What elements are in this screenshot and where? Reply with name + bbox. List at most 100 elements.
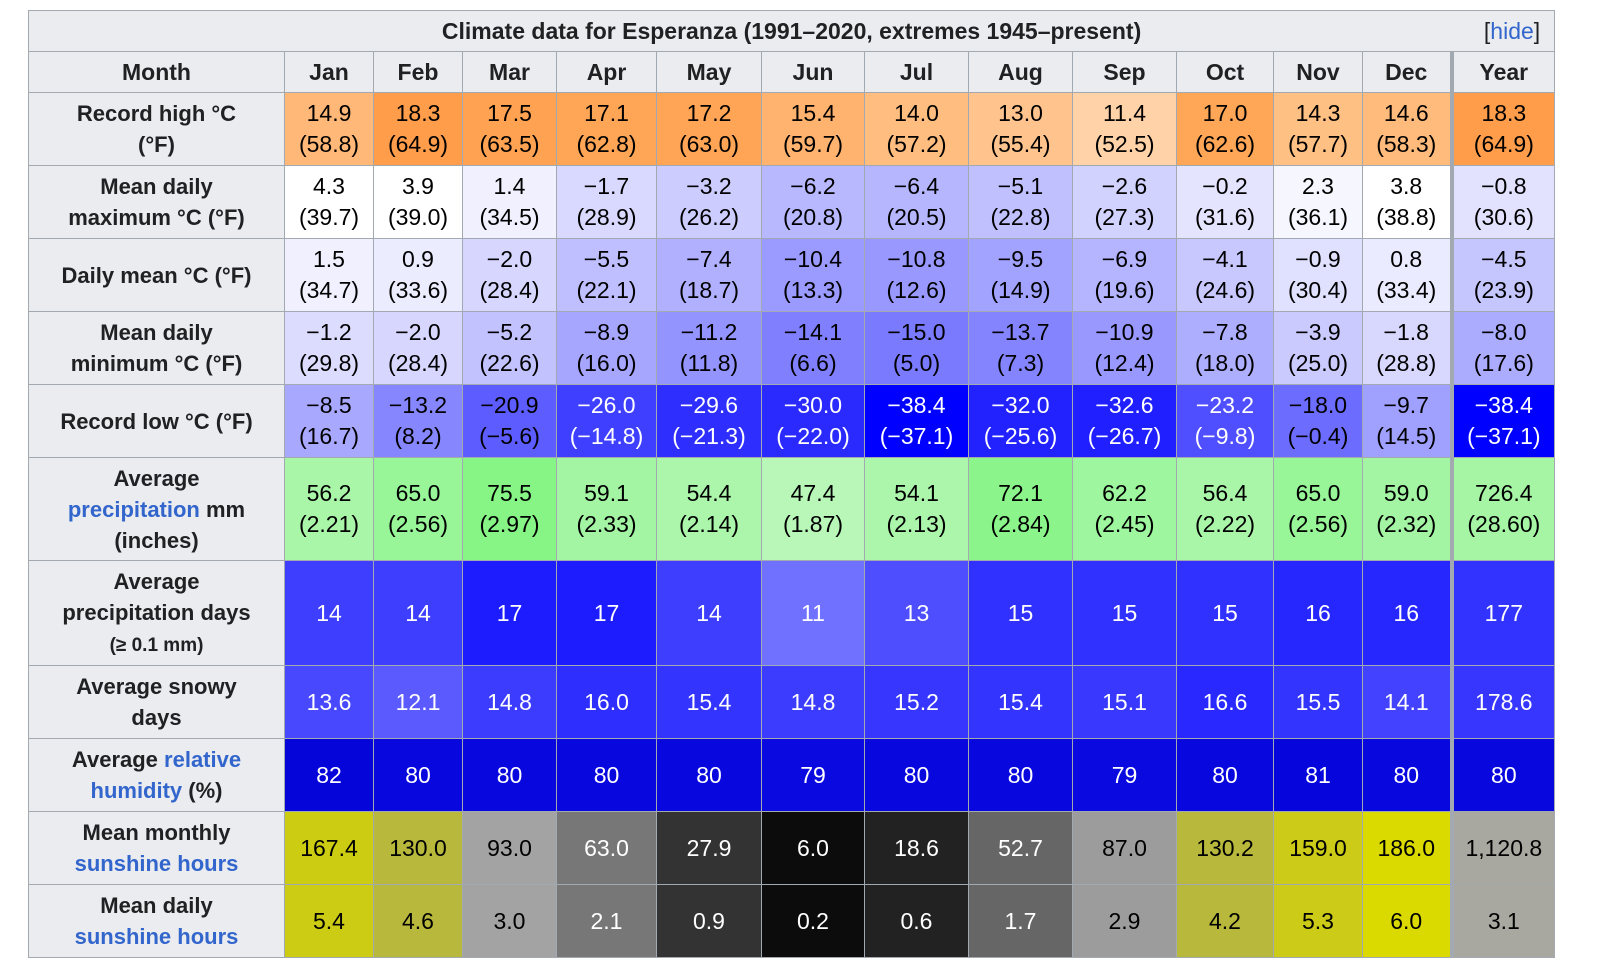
cell-value: 52.7 (998, 834, 1043, 861)
cell-mean-max-sep: −2.6 (27.3) (1072, 165, 1177, 239)
cell-value: 17 (593, 599, 620, 626)
cell-mean-max-year: −0.8 (30.6) (1449, 165, 1556, 239)
row-label-record-high: Record high °C (°F) (28, 92, 285, 166)
cell-value: 82 (316, 761, 342, 788)
cell-value-fahrenheit: (−22.0) (776, 423, 850, 449)
cell-value: 59.0 (1383, 480, 1429, 506)
label-link-relative[interactable]: relative (164, 747, 242, 772)
cell-monthly-sunshine-may: 27.9 (656, 811, 762, 885)
cell-mean-min-dec: −1.8 (28.8) (1362, 311, 1452, 385)
cell-daily-mean-dec: 0.8 (33.4) (1362, 238, 1452, 312)
cell-value: −5.1 (997, 173, 1044, 199)
label-link-precipitation[interactable]: precipitation (67, 496, 200, 522)
cell-value: 177 (1484, 599, 1524, 626)
cell-value-fahrenheit: (28.60) (1467, 511, 1541, 537)
cell-value: 14 (405, 599, 431, 626)
cell-value: −11.2 (680, 319, 738, 345)
label-link-sunshine-hours[interactable]: sunshine hours (74, 924, 239, 949)
cell-mean-max-nov: 2.3 (36.1) (1273, 165, 1363, 239)
cell-value: 80 (496, 761, 523, 788)
cell-mean-max-may: −3.2 (26.2) (656, 165, 762, 239)
cell-value: 16.0 (584, 688, 629, 715)
cell-value-fahrenheit: (2.13) (886, 511, 947, 537)
cell-record-low-feb: −13.2 (8.2) (373, 384, 463, 458)
cell-value-fahrenheit: (23.9) (1473, 277, 1534, 303)
cell-value-fahrenheit: (−0.4) (1287, 423, 1349, 449)
row-record-low: Record low °C (°F) −8.5 (16.7) −13.2 (8.2) −2… (28, 384, 1556, 458)
cell-daily-sunshine-jul: 0.6 (864, 884, 969, 958)
cell-daily-mean-may: −7.4 (18.7) (656, 238, 762, 312)
cell-value: 56.2 (306, 480, 352, 506)
cell-value-fahrenheit: (2.97) (479, 511, 540, 537)
cell-value-fahrenheit: (19.6) (1094, 277, 1155, 303)
climate-table-container: Climate data for Esperanza (1991–2020, e… (27, 10, 1556, 958)
cell-precip-days-jun: 11 (761, 560, 865, 666)
cell-value: 5.4 (313, 907, 345, 934)
cell-value: 81 (1305, 761, 1331, 788)
cell-value-fahrenheit: (31.6) (1194, 204, 1256, 230)
cell-value-fahrenheit: (14.9) (990, 277, 1051, 303)
label-link-sunshine-hours[interactable]: sunshine hours (74, 851, 239, 876)
cell-humidity-apr: 80 (556, 738, 657, 812)
month-header: Month (28, 51, 285, 93)
cell-daily-sunshine-may: 0.9 (656, 884, 762, 958)
cell-value: 0.2 (797, 907, 829, 934)
cell-precip-days-mar: 17 (462, 560, 557, 666)
cell-precip-days-year: 177 (1449, 560, 1556, 666)
cell-avg-precip-year: 726.4 (28.60) (1449, 457, 1556, 561)
cell-value-fahrenheit: (7.3) (996, 350, 1045, 376)
cell-snowy-days-jul: 15.2 (864, 665, 969, 739)
cell-snowy-days-nov: 15.5 (1273, 665, 1363, 739)
cell-avg-precip-mar: 75.5 (2.97) (462, 457, 557, 561)
cell-value: 14.8 (487, 688, 532, 715)
cell-value: 79 (1111, 761, 1138, 788)
cell-value-fahrenheit: (2.22) (1194, 511, 1256, 537)
cell-mean-min-jan: −1.2 (29.8) (284, 311, 374, 385)
cell-value-fahrenheit: (2.56) (1287, 511, 1349, 537)
hide-link[interactable]: hide (1490, 18, 1534, 44)
cell-mean-min-feb: −2.0 (28.4) (373, 311, 463, 385)
cell-daily-mean-oct: −4.1 (24.6) (1176, 238, 1274, 312)
cell-value: 80 (1491, 761, 1517, 788)
cell-value: 16 (1393, 599, 1420, 626)
cell-value-fahrenheit: (28.9) (576, 204, 637, 230)
cell-value: 27.9 (686, 834, 732, 861)
cell-value-fahrenheit: (39.7) (298, 204, 360, 230)
cell-daily-mean-apr: −5.5 (22.1) (556, 238, 657, 312)
cell-precip-days-may: 14 (656, 560, 762, 666)
cell-mean-max-apr: −1.7 (28.9) (556, 165, 657, 239)
row-label-record-low: Record low °C (°F) (28, 384, 285, 458)
cell-snowy-days-aug: 15.4 (968, 665, 1073, 739)
cell-record-low-mar: −20.9 (−5.6) (462, 384, 557, 458)
cell-value: 47.4 (790, 480, 836, 506)
hide-toggle[interactable]: [hide] (1483, 18, 1541, 44)
cell-value: −1.2 (306, 319, 352, 345)
cell-value: 17 (496, 599, 523, 626)
row-daily-sunshine: Mean daily sunshine hours 5.4 4.6 3.0 2.1 0.9 0… (28, 884, 1556, 958)
cell-value-fahrenheit: (6.6) (789, 350, 837, 376)
cell-mean-max-jun: −6.2 (20.8) (761, 165, 865, 239)
cell-humidity-nov: 81 (1273, 738, 1363, 812)
cell-value: 3.0 (493, 907, 526, 934)
row-humidity: Average relative humidity (%) 82 80 80 80 80 79… (28, 738, 1556, 812)
cell-value: 80 (1393, 761, 1420, 788)
cell-value: 159.0 (1289, 834, 1347, 861)
cell-value-fahrenheit: (18.7) (678, 277, 740, 303)
cell-value: −5.2 (486, 319, 533, 345)
cell-value-fahrenheit: (−37.1) (1467, 423, 1541, 449)
cell-mean-min-jul: −15.0 (5.0) (864, 311, 969, 385)
cell-mean-min-nov: −3.9 (25.0) (1273, 311, 1363, 385)
cell-daily-mean-jun: −10.4 (13.3) (761, 238, 865, 312)
cell-value: −9.5 (997, 246, 1044, 272)
cell-value: −38.4 (1474, 392, 1533, 418)
row-precip-days: Average precipitation days (≥ 0.1 mm) 14 14 1… (28, 560, 1556, 666)
label-link-humidity[interactable]: humidity (90, 778, 183, 803)
month-header-apr: Apr (556, 51, 657, 93)
month-header-sep: Sep (1072, 51, 1177, 93)
cell-avg-precip-may: 54.4 (2.14) (656, 457, 762, 561)
cell-humidity-jul: 80 (864, 738, 969, 812)
cell-avg-precip-jun: 47.4 (1.87) (761, 457, 865, 561)
cell-value-fahrenheit: (22.1) (576, 277, 637, 303)
cell-value-fahrenheit: (1.87) (782, 511, 844, 537)
cell-daily-mean-jul: −10.8 (12.6) (864, 238, 969, 312)
